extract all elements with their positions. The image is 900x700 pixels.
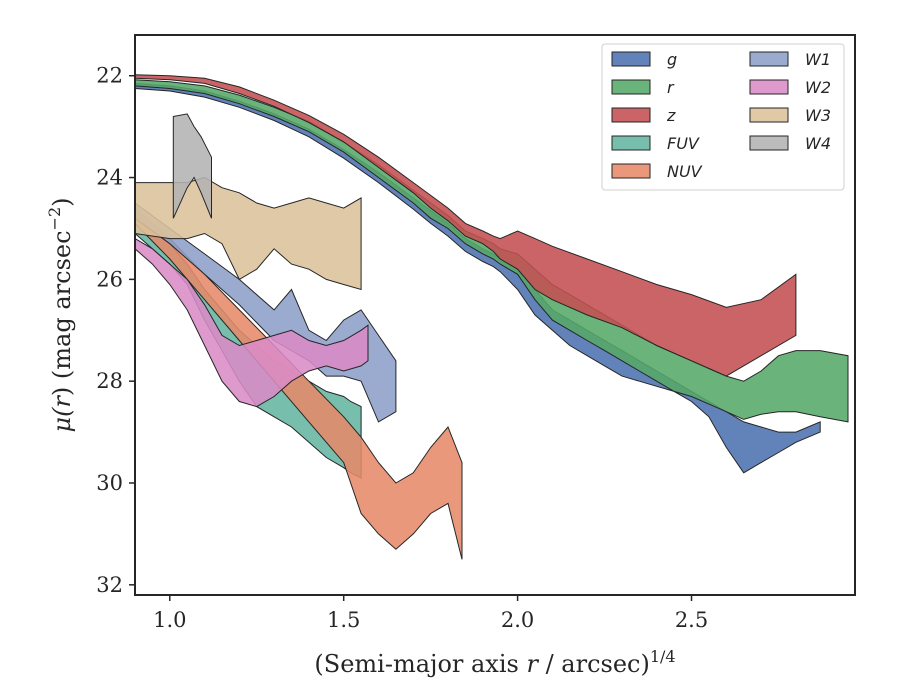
x-tick-label: 2.5: [675, 608, 708, 632]
x-axis-title-var: r: [526, 650, 539, 678]
band-w3: [135, 176, 362, 291]
y-tick-label: 32: [96, 573, 123, 597]
x-axis-title-sup: 1/4: [650, 647, 676, 666]
legend-swatch-w1: [749, 51, 789, 67]
legend-label-nuv: NUV: [667, 162, 703, 181]
x-tick-label: 2.0: [501, 608, 534, 632]
legend-swatch-w4: [749, 135, 789, 151]
y-tick-label: 24: [96, 166, 123, 190]
legend-swatch-g: [611, 51, 651, 67]
legend-swatch-z: [611, 107, 651, 123]
legend-label-fuv: FUV: [667, 134, 700, 153]
y-axis-title-sup: −2: [45, 207, 64, 231]
legend-swatch-w2: [749, 79, 789, 95]
y-tick-label: 22: [96, 64, 123, 88]
legend-label-w2: W2: [805, 78, 831, 97]
legend-label-w3: W3: [805, 106, 831, 125]
y-tick-label: 28: [96, 369, 123, 393]
band-w2: [135, 238, 369, 408]
legend-label-z: z: [666, 106, 676, 125]
y-tick-label: 26: [96, 267, 123, 291]
band-w4: [172, 113, 212, 219]
x-tick-label: 1.0: [153, 608, 186, 632]
y-axis-title-mu: μ(: [48, 407, 76, 433]
y-axis-title: μ(r) (mag arcsec−2): [45, 197, 76, 432]
legend-label-w4: W4: [805, 134, 831, 153]
legend-swatch-fuv: [611, 135, 651, 151]
band-layer: [135, 74, 849, 560]
legend-swatch-r: [611, 79, 651, 95]
x-axis-title: (Semi-major axis r / arcsec)1/4: [314, 647, 675, 678]
plot-frame: [134, 34, 856, 596]
y-axis-title-end: ): [48, 197, 76, 206]
legend-swatch-nuv: [611, 163, 651, 179]
legend-label-g: g: [667, 50, 677, 69]
x-tick-label: 1.5: [327, 608, 360, 632]
y-axis-title-mid: ) (mag arcsec: [48, 230, 76, 396]
x-axis-title-pre: (Semi-major axis: [314, 650, 526, 678]
legend: grz FUV NUV W1 W2 W3 W4: [601, 43, 845, 191]
band-z: [135, 74, 797, 377]
legend-label-w1: W1: [805, 50, 831, 69]
y-axis-title-var: r: [48, 395, 76, 408]
x-axis-title-post: / arcsec): [538, 650, 650, 678]
axes-layer: 1.0 1.5 2.0 2.5 22 24 26 28 30 32 (Semi-major axis…: [45, 34, 856, 678]
legend-label-r: r: [667, 78, 675, 97]
legend-swatch-w3: [749, 107, 789, 123]
y-tick-label: 30: [96, 471, 123, 495]
